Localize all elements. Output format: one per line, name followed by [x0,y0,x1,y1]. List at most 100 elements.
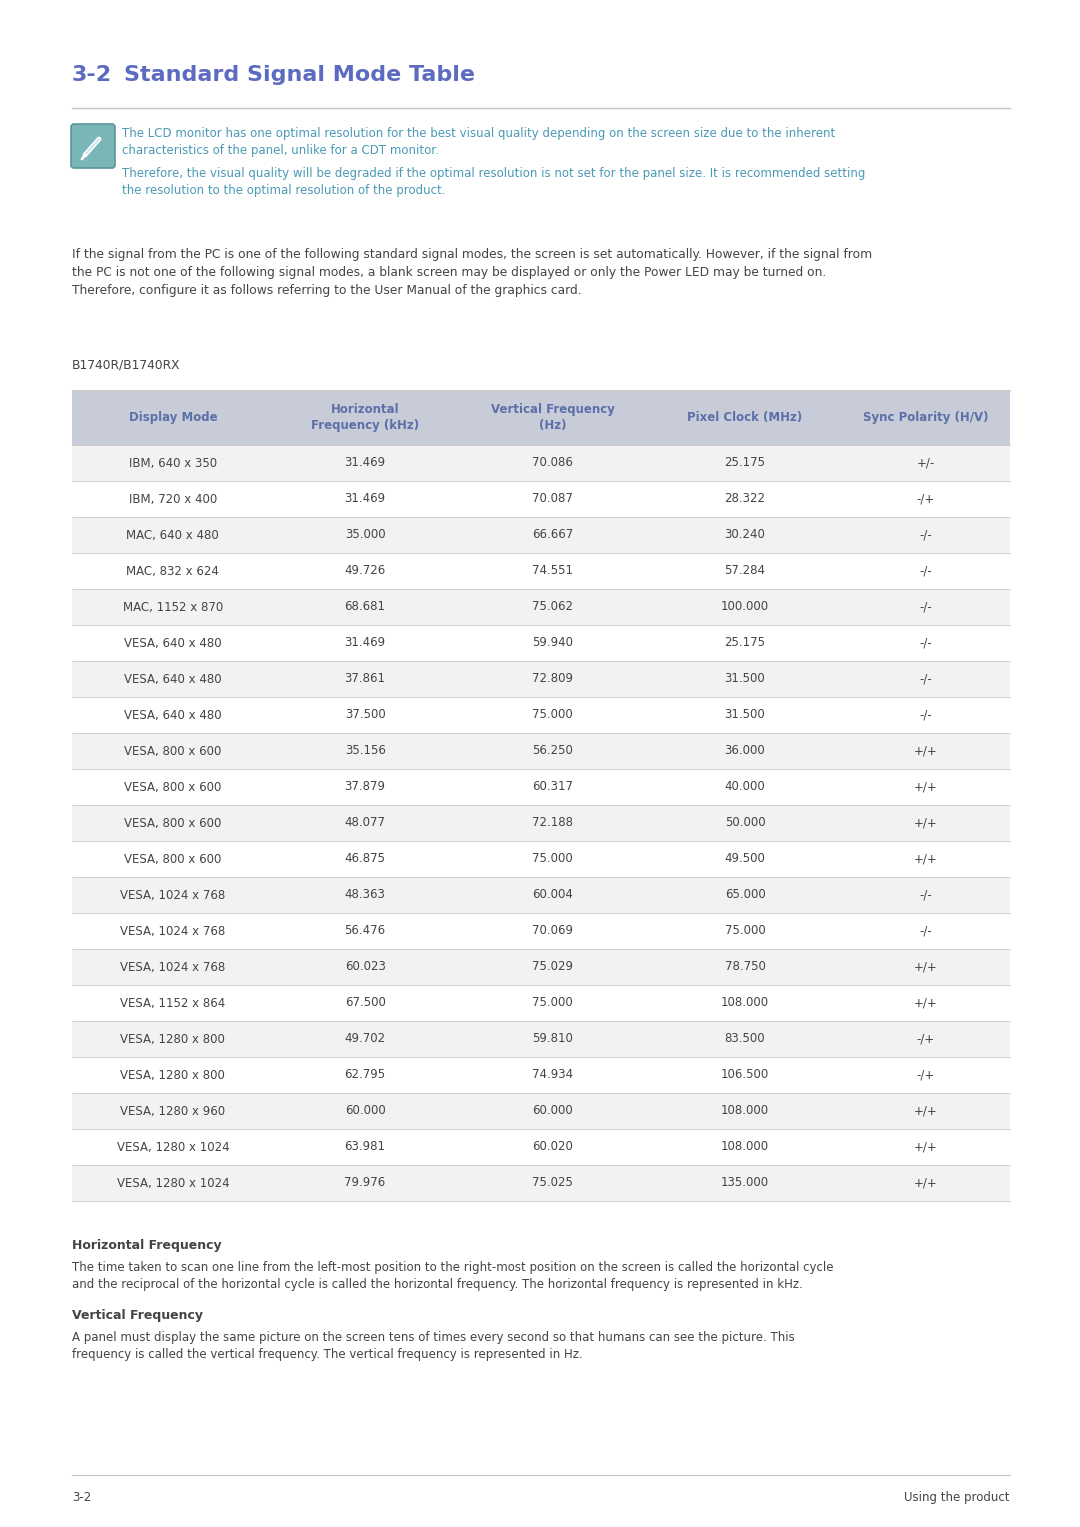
Text: 108.000: 108.000 [721,997,769,1009]
Text: VESA, 1152 x 864: VESA, 1152 x 864 [120,997,226,1009]
Text: +/+: +/+ [914,960,937,974]
Bar [72,661,1010,696]
Text: 70.086: 70.086 [532,457,573,469]
Text: VESA, 1280 x 800: VESA, 1280 x 800 [120,1069,226,1081]
Text: Sync Polarity (H/V): Sync Polarity (H/V) [863,411,988,425]
Text: MAC, 640 x 480: MAC, 640 x 480 [126,528,219,542]
Text: VESA, 640 x 480: VESA, 640 x 480 [124,672,221,686]
Text: VESA, 800 x 600: VESA, 800 x 600 [124,852,221,866]
Bar [72,1093,1010,1128]
Bar [72,553,1010,589]
Text: 66.667: 66.667 [532,528,573,542]
Text: -/+: -/+ [917,1069,934,1081]
Text: 75.000: 75.000 [532,997,573,1009]
Text: -/-: -/- [919,600,932,614]
Text: 28.322: 28.322 [725,493,766,505]
Text: 59.810: 59.810 [532,1032,573,1046]
Text: +/+: +/+ [914,745,937,757]
Text: 60.000: 60.000 [532,1104,573,1118]
Text: characteristics of the panel, unlike for a CDT monitor.: characteristics of the panel, unlike for… [122,144,438,157]
Bar [72,841,1010,876]
Text: 75.029: 75.029 [532,960,573,974]
Text: 60.020: 60.020 [532,1141,573,1153]
Text: -/-: -/- [919,528,932,542]
Text: -/-: -/- [919,672,932,686]
Text: 31.469: 31.469 [345,493,386,505]
Text: 60.317: 60.317 [532,780,573,794]
Text: Display Mode: Display Mode [129,411,217,425]
Text: 83.500: 83.500 [725,1032,766,1046]
Text: -/+: -/+ [917,1032,934,1046]
Text: +/+: +/+ [914,852,937,866]
Bar [72,696,1010,733]
Text: 31.469: 31.469 [345,457,386,469]
Text: Using the product: Using the product [905,1490,1010,1504]
Text: 3-2: 3-2 [72,66,112,86]
Text: 37.879: 37.879 [345,780,386,794]
Bar [72,1165,1010,1202]
Bar [72,589,1010,625]
Text: +/+: +/+ [914,817,937,829]
Text: 68.681: 68.681 [345,600,386,614]
Text: 75.025: 75.025 [532,1176,573,1190]
Bar [72,733,1010,770]
Text: and the reciprocal of the horizontal cycle is called the horizontal frequency. T: and the reciprocal of the horizontal cyc… [72,1278,802,1290]
Text: 36.000: 36.000 [725,745,766,757]
Text: The LCD monitor has one optimal resolution for the best visual quality depending: The LCD monitor has one optimal resoluti… [122,127,835,140]
Text: 75.000: 75.000 [532,709,573,721]
Text: 46.875: 46.875 [345,852,386,866]
Text: 49.500: 49.500 [725,852,766,866]
Bar [72,518,1010,553]
Text: VESA, 640 x 480: VESA, 640 x 480 [124,637,221,649]
Text: Horizontal
Frequency (kHz): Horizontal Frequency (kHz) [311,403,419,432]
Text: MAC, 832 x 624: MAC, 832 x 624 [126,565,219,577]
Text: +/+: +/+ [914,1141,937,1153]
Text: 60.004: 60.004 [532,889,573,901]
Text: Standard Signal Mode Table: Standard Signal Mode Table [124,66,475,86]
Text: 74.934: 74.934 [532,1069,573,1081]
Text: VESA, 1024 x 768: VESA, 1024 x 768 [120,889,226,901]
Text: Pixel Clock (MHz): Pixel Clock (MHz) [687,411,802,425]
Text: +/+: +/+ [914,1176,937,1190]
Text: 56.250: 56.250 [532,745,573,757]
Bar [72,876,1010,913]
Text: -/-: -/- [919,565,932,577]
Text: 37.861: 37.861 [345,672,386,686]
Text: -/-: -/- [919,889,932,901]
Text: 31.469: 31.469 [345,637,386,649]
Text: IBM, 640 x 350: IBM, 640 x 350 [129,457,217,469]
Text: 72.188: 72.188 [532,817,573,829]
FancyBboxPatch shape [71,124,114,168]
Text: -/-: -/- [919,637,932,649]
Text: 40.000: 40.000 [725,780,766,794]
Text: 48.363: 48.363 [345,889,386,901]
Text: the resolution to the optimal resolution of the product.: the resolution to the optimal resolution… [122,183,446,197]
Text: VESA, 1024 x 768: VESA, 1024 x 768 [120,924,226,938]
Bar [72,985,1010,1022]
Text: 72.809: 72.809 [532,672,573,686]
Text: 75.000: 75.000 [725,924,766,938]
Text: -/+: -/+ [917,493,934,505]
Text: A panel must display the same picture on the screen tens of times every second s: A panel must display the same picture on… [72,1332,795,1344]
Text: VESA, 1280 x 1024: VESA, 1280 x 1024 [117,1176,229,1190]
Bar [72,913,1010,948]
Bar [72,805,1010,841]
Text: 25.175: 25.175 [725,457,766,469]
Text: 56.476: 56.476 [345,924,386,938]
Text: 108.000: 108.000 [721,1104,769,1118]
Bar [72,1128,1010,1165]
Bar [72,481,1010,518]
Text: 48.077: 48.077 [345,817,386,829]
Text: Vertical Frequency
(Hz): Vertical Frequency (Hz) [490,403,615,432]
Text: 67.500: 67.500 [345,997,386,1009]
Text: Vertical Frequency: Vertical Frequency [72,1309,203,1322]
Bar [72,389,1010,444]
Text: 60.000: 60.000 [345,1104,386,1118]
Text: Therefore, the visual quality will be degraded if the optimal resolution is not : Therefore, the visual quality will be de… [122,166,865,180]
Text: 25.175: 25.175 [725,637,766,649]
Text: 62.795: 62.795 [345,1069,386,1081]
Text: 31.500: 31.500 [725,672,766,686]
Text: +/+: +/+ [914,997,937,1009]
Text: If the signal from the PC is one of the following standard signal modes, the scr: If the signal from the PC is one of the … [72,247,873,261]
Text: 35.156: 35.156 [345,745,386,757]
